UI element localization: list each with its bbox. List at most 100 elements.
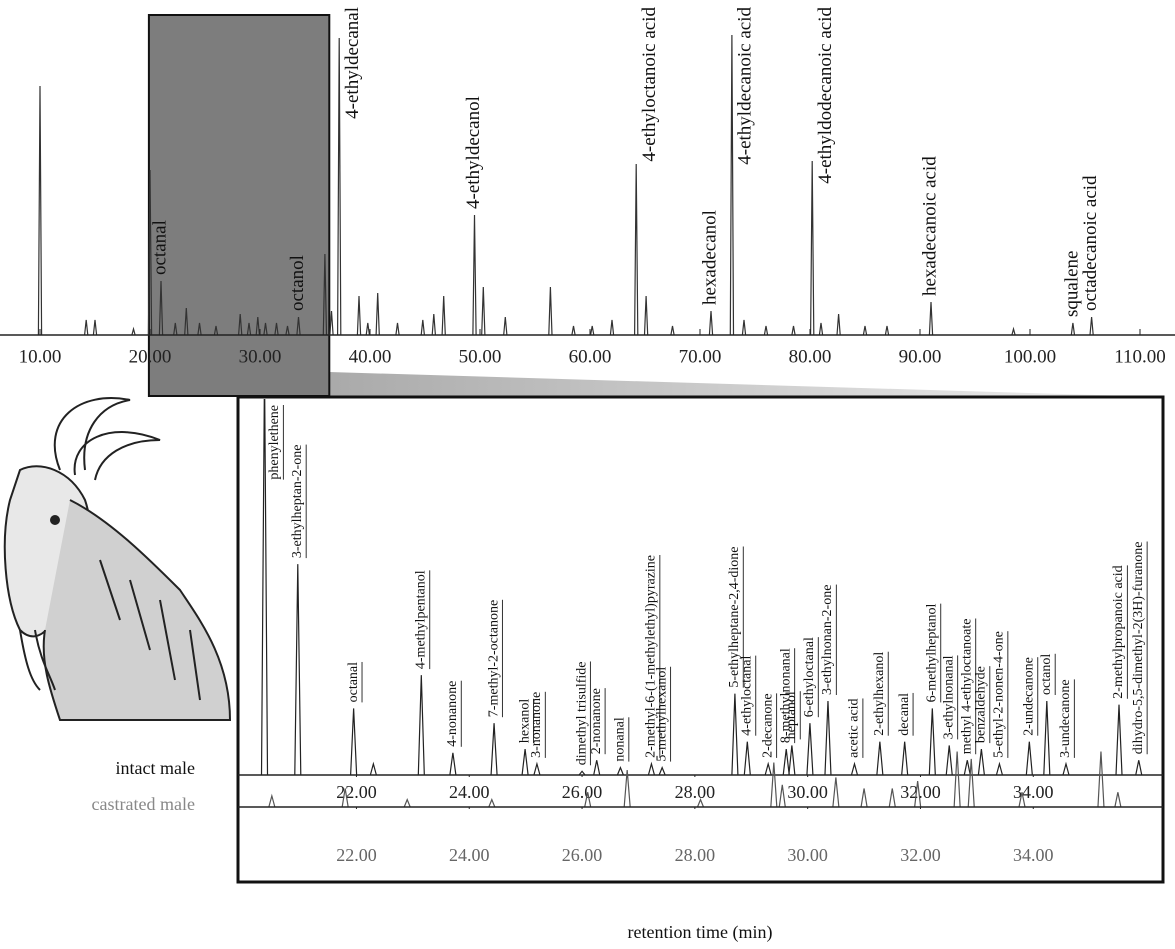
peak (197, 322, 202, 336)
zoom-panel (236, 395, 1165, 884)
peak (449, 752, 457, 776)
peak-label: squalene (1061, 251, 1082, 317)
x-tick-label: 32.00 (900, 782, 941, 802)
peak-label: 2-decanone (760, 693, 775, 758)
peak (571, 325, 576, 336)
peak (1062, 761, 1070, 776)
peak (268, 793, 276, 808)
peak (928, 301, 934, 336)
peak (255, 316, 260, 336)
peak (260, 399, 269, 776)
peak (901, 741, 909, 776)
peak (131, 326, 136, 336)
peak (609, 319, 615, 336)
goat-illustration (3, 397, 232, 721)
peak (1114, 792, 1122, 808)
peak (818, 322, 824, 336)
series-label: intact male (116, 758, 195, 778)
x-tick-label: 30.00 (787, 845, 828, 865)
x-tick-label: 30.00 (787, 782, 828, 802)
peak (441, 295, 446, 336)
peak-label: hexadecanoic acid (919, 156, 940, 296)
peak (953, 751, 961, 808)
peak (1018, 792, 1026, 808)
peak-label: hexanol (517, 699, 532, 743)
peak (945, 745, 953, 776)
chromatogram-panel: 22.00 24.00 26.00 28.00 30.00 32.00 34.00 castr… (92, 751, 1163, 943)
peak (1097, 751, 1105, 808)
series-label: castrated male (92, 794, 195, 814)
peak (824, 700, 832, 776)
peak (708, 310, 714, 336)
peak (593, 760, 601, 776)
peak (481, 286, 486, 336)
x-tick-label: 28.00 (675, 782, 716, 802)
peak (743, 741, 751, 776)
peak-label: 8-methylnonanal (778, 648, 793, 743)
peak-label: heptanol (784, 691, 799, 739)
peak (1115, 704, 1123, 776)
peak (995, 761, 1004, 776)
peak (862, 325, 868, 336)
peak (329, 310, 334, 336)
peak (341, 788, 349, 808)
peak (1070, 322, 1076, 336)
peak (1025, 741, 1033, 776)
peak-label: 5-ethylheptane-2,4-dione (727, 546, 742, 687)
peak (806, 723, 814, 776)
peak (147, 169, 153, 336)
peak-label: octadecanoic acid (1080, 175, 1101, 311)
peak (238, 313, 243, 336)
peak (810, 160, 815, 336)
peak (548, 286, 553, 336)
zoom-wedge (148, 372, 1163, 397)
peak (832, 777, 840, 808)
peak (850, 761, 859, 776)
peak (836, 313, 841, 336)
x-tick-label: 60.00 (569, 346, 612, 367)
peak (788, 745, 796, 776)
trace-area (37, 34, 1094, 336)
peak-label: 4-ethyldecanol (463, 96, 484, 209)
peak-label: octanal (149, 220, 170, 275)
peak (84, 319, 89, 336)
peak (729, 34, 735, 336)
zoom-highlight (147, 14, 331, 397)
peak (590, 325, 595, 336)
peak (274, 322, 279, 336)
peak (350, 708, 358, 776)
x-tick-label: 22.00 (336, 782, 377, 802)
peak-label: 6-ethyloctanal (802, 637, 817, 717)
x-tick-label: 34.00 (1013, 782, 1054, 802)
x-tick-label: 50.00 (459, 346, 502, 367)
peak (37, 85, 43, 336)
peak (490, 723, 498, 776)
x-tick-label: 70.00 (679, 346, 722, 367)
chromatogram-panel: 10.00 20.00 30.00 40.00 50.00 60.00 70.00 80.00… (0, 7, 1175, 367)
peak (643, 295, 649, 336)
peak-label: 4-nonanone (445, 681, 460, 747)
peak (967, 758, 975, 808)
x-tick-label: 40.00 (349, 346, 392, 367)
peak-label: 4-ethyldecanal (342, 7, 363, 119)
x-tick-label: 26.00 (562, 845, 603, 865)
peak (731, 693, 739, 776)
peak-label: 2-nonanone (589, 688, 604, 754)
peak (365, 322, 370, 336)
peak (322, 253, 328, 336)
peak-label: 2-methyl-6-(1-methylethyl)pyrazine (644, 555, 659, 758)
peak-label: 3-ethylnonan-2-one (820, 585, 835, 695)
peak-label: 3-nonanone (529, 692, 544, 758)
peak (977, 749, 985, 776)
charts: 10.00 20.00 30.00 40.00 50.00 60.00 70.00 80.00… (0, 7, 1175, 943)
x-tick-label: 24.00 (449, 782, 490, 802)
peak (1089, 316, 1094, 336)
x-tick-label: 26.00 (562, 782, 603, 802)
peak (246, 322, 252, 336)
x-tick-label: 100.00 (1004, 346, 1056, 367)
x-tick-label: 34.00 (1013, 845, 1054, 865)
peak (770, 762, 778, 808)
peak-label: 5-ethyl-2-nonen-4-one (992, 631, 1007, 758)
peak (763, 325, 769, 336)
